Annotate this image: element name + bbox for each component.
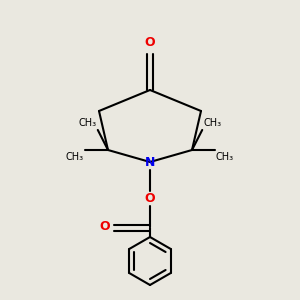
Text: N: N xyxy=(145,155,155,169)
Text: CH₃: CH₃ xyxy=(78,118,96,128)
Text: CH₃: CH₃ xyxy=(66,152,84,161)
Text: CH₃: CH₃ xyxy=(216,152,234,161)
Text: O: O xyxy=(145,191,155,205)
Text: O: O xyxy=(100,220,110,233)
Text: CH₃: CH₃ xyxy=(204,118,222,128)
Text: O: O xyxy=(145,36,155,49)
